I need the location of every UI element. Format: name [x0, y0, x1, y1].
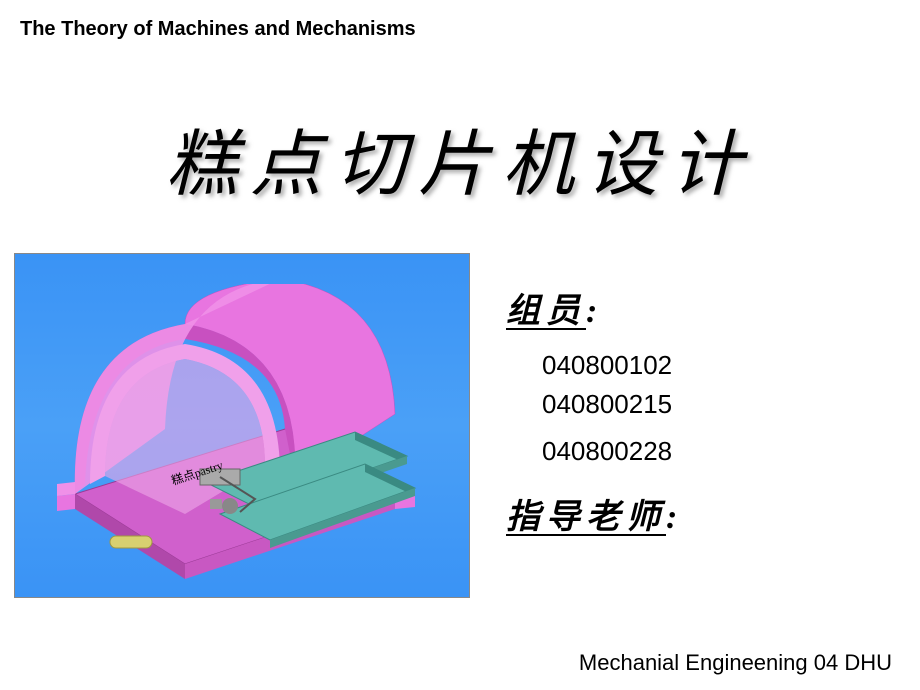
- mech-wheel: [222, 498, 238, 514]
- course-header: The Theory of Machines and Mechanisms: [20, 18, 416, 41]
- course-title: The Theory of Machines and Mechanisms: [20, 18, 416, 40]
- footer: Mechanial Engineening 04 DHU: [579, 650, 892, 676]
- machine-svg: 糕点pastry: [55, 284, 435, 584]
- flange-left-top: [57, 482, 75, 496]
- colon-1: :: [586, 293, 603, 330]
- mech-small: [210, 499, 222, 509]
- teacher-label: 指导老师: [506, 499, 666, 536]
- piston: [110, 536, 152, 548]
- teacher-label-line: 指导老师:: [506, 489, 886, 538]
- members-label-line: 组员:: [506, 283, 886, 332]
- footer-text: Mechanial Engineening 04 DHU: [579, 650, 892, 675]
- flange-left: [57, 494, 75, 511]
- slide-title: 糕点切片机设计: [0, 105, 920, 210]
- member-id: 040800228: [542, 436, 886, 467]
- info-block: 组员: 040800102 040800215 040800228 指导老师:: [506, 283, 886, 538]
- member-id: 040800102: [542, 350, 886, 381]
- member-list: 040800102 040800215 040800228: [542, 350, 886, 467]
- members-label: 组员: [506, 293, 586, 330]
- colon-2: :: [666, 499, 683, 536]
- member-id: 040800215: [542, 389, 886, 420]
- cad-render-image: 糕点pastry: [14, 253, 470, 598]
